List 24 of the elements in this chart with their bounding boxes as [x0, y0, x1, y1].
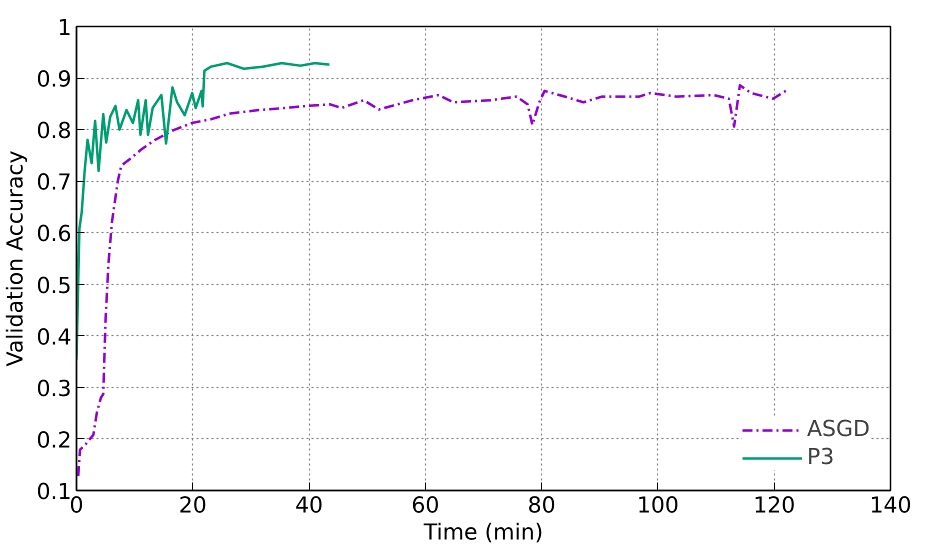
x-tick-label: 100: [636, 494, 679, 518]
line-series: [76, 62, 331, 362]
legend-label: ASGD: [806, 417, 870, 442]
y-axis-title: Validation Accuracy: [4, 150, 29, 367]
x-tick-label: 140: [870, 494, 912, 518]
x-axis-title: Time (min): [422, 520, 544, 546]
y-tick-label: 0.1: [36, 480, 72, 505]
x-tick-label: 0: [70, 494, 84, 518]
y-tick-label: 0.2: [36, 428, 72, 454]
y-tick-label: 0.6: [36, 222, 72, 248]
x-tick-label: 60: [411, 494, 440, 518]
y-tick-label: 1: [58, 16, 72, 41]
x-tick-label: 80: [528, 494, 556, 518]
y-tick-label: 0.7: [36, 170, 72, 196]
x-tick-label: 120: [753, 494, 796, 518]
line-series: [76, 84, 790, 478]
x-tick-label: 40: [295, 494, 324, 518]
x-tick-label: 20: [178, 494, 207, 518]
y-tick-label: 0.3: [36, 376, 72, 402]
y-tick-label: 0.4: [36, 325, 72, 350]
y-tick-label: 0.9: [36, 68, 72, 93]
legend-label: P3: [806, 445, 834, 470]
y-tick-label: 0.8: [36, 119, 72, 144]
y-tick-label: 0.5: [36, 274, 72, 299]
